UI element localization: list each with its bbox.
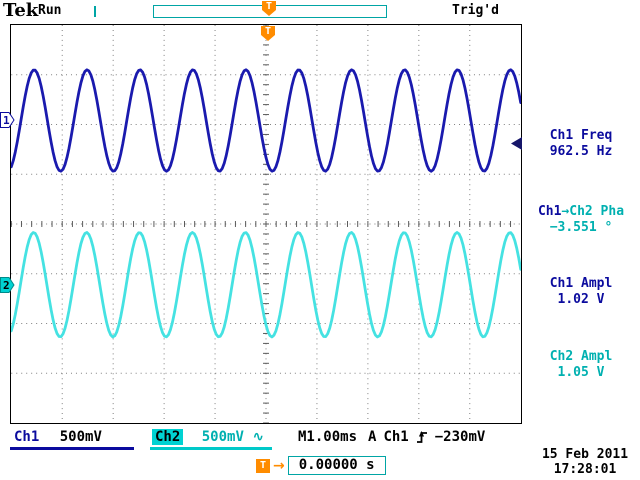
measurement-label: Ch1 Freq — [549, 128, 613, 143]
delay-trigger-icon: T — [256, 458, 270, 473]
measurement-label: Ch1 Ampl — [549, 276, 613, 291]
ch2-marker-label: 2 — [3, 279, 10, 292]
trigger-level-marker — [511, 137, 522, 150]
delay-value: 0.00000 s — [287, 456, 386, 475]
trigger-source: Ch1 — [383, 429, 409, 445]
tek-logo: Tek — [3, 0, 39, 21]
trigger-level-arrow-icon — [511, 137, 522, 150]
measurement-label: Ch1→Ch2 Pha — [537, 204, 625, 219]
rising-edge-icon — [416, 431, 427, 443]
ch2-marker-shape — [0, 277, 15, 293]
coupling-sine-icon: ∿ — [252, 429, 265, 445]
trigger-position-marker-icon: T — [262, 1, 276, 16]
ch1-position-marker: 1 — [0, 112, 15, 128]
time-label: 17:28:01 — [553, 462, 617, 477]
timebase-readout: M1.00ms — [298, 429, 358, 445]
ch2-position-marker: 2 — [0, 277, 15, 293]
ch1-label: Ch1 — [14, 429, 40, 445]
ch2-scale-readout: Ch2 500mV ∿ — [150, 429, 272, 450]
measurement-value: 962.5 Hz — [549, 144, 613, 159]
acquisition-status: Run — [38, 3, 62, 18]
ch1-scale-value: 500mV — [59, 429, 102, 445]
horizontal-delay-readout: T → 0.00000 s — [256, 456, 386, 475]
measurement-value: 1.05 V — [557, 365, 605, 380]
measurement-label: Ch2 Ampl — [549, 349, 613, 364]
trigger-status: Trig'd — [452, 3, 499, 18]
measurement-value: −3.551 ° — [549, 220, 613, 235]
trigger-level-value: −230mV — [434, 429, 486, 445]
measurement-phase: Ch1→Ch2 Pha −3.551 ° — [524, 204, 638, 236]
ch2-label: Ch2 — [152, 429, 184, 445]
measurement-value: 1.02 V — [557, 292, 605, 307]
graticule — [9, 24, 523, 424]
waveform-display — [9, 24, 523, 424]
ch2-scale-value: 500mV ∿ — [201, 429, 265, 445]
trigger-readout: A Ch1 −230mV — [368, 429, 485, 445]
record-start-tick — [94, 6, 96, 17]
measurement-ch1-ampl: Ch1 Ampl 1.02 V — [524, 276, 638, 308]
trigger-time-marker-icon: T — [261, 26, 275, 41]
ch1-marker-label: 1 — [3, 114, 10, 127]
delay-arrow-icon: → — [273, 457, 285, 474]
ch1-marker-shape — [0, 112, 15, 128]
measurement-ch2-ampl: Ch2 Ampl 1.05 V — [524, 349, 638, 381]
date-label: 15 Feb 2011 — [541, 447, 629, 462]
trigger-prefix: A — [368, 429, 377, 445]
measurement-ch1-freq: Ch1 Freq 962.5 Hz — [524, 128, 638, 160]
ch1-scale-readout: Ch1 500mV — [10, 429, 134, 450]
date-time: 15 Feb 2011 17:28:01 — [534, 447, 636, 477]
